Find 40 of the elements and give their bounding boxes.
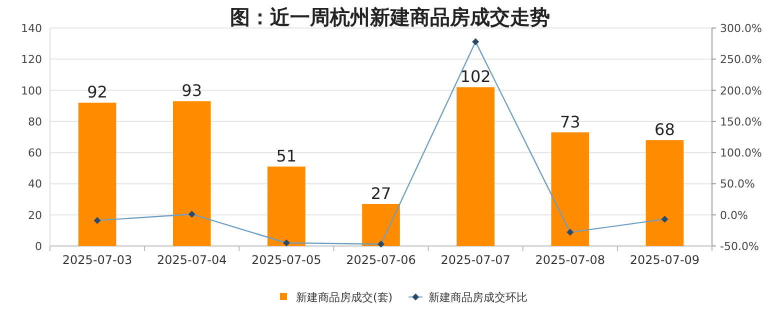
y-tick-label: 80 [28,115,42,128]
legend-label: 新建商品房成交(套) [296,291,393,304]
y-tick-label: 20 [28,208,42,222]
data-label: 27 [370,184,392,203]
y2-tick-label: 150.0% [720,115,762,128]
x-tick-label: 2025-07-06 [346,253,416,267]
data-label: 68 [654,120,675,140]
bar [456,87,494,246]
y2-tick-label: 0.0% [720,208,748,222]
x-tick-label: 2025-07-03 [62,253,132,267]
data-label: 93 [182,81,202,100]
y2-tick-label: 100.0% [720,146,762,160]
data-label: 51 [276,146,297,166]
bar [268,166,306,246]
bar [646,140,684,246]
y2-tick-label: 50.0% [720,178,755,191]
data-label: 92 [87,82,108,102]
x-tick-label: 2025-07-04 [156,253,227,267]
y-tick-label: 140 [21,22,42,35]
y2-tick-label: 200.0% [720,84,762,98]
chart-title: 图：近一周杭州新建商品房成交走势 [230,5,550,29]
y2-tick-label: 250.0% [720,53,762,66]
y2-tick-label: 300.0% [720,22,762,35]
bar [551,132,590,246]
x-tick-label: 2025-07-05 [252,253,322,267]
y-tick-label: 100 [21,84,42,98]
y-tick-label: 60 [28,146,42,160]
x-tick-label: 2025-07-09 [630,253,700,267]
bar [78,102,116,246]
x-tick-label: 2025-07-07 [440,253,510,267]
data-label: 73 [560,112,580,132]
y-tick-label: 120 [21,53,42,66]
data-label: 102 [460,67,491,86]
bar [172,101,211,246]
x-tick-label: 2025-07-08 [535,253,606,267]
y-tick-label: 0 [35,240,42,253]
bar [362,204,400,246]
y-tick-label: 40 [28,178,42,191]
legend-label: 新建商品房成交环比 [428,291,528,304]
y2-tick-label: -50.0% [720,240,759,253]
